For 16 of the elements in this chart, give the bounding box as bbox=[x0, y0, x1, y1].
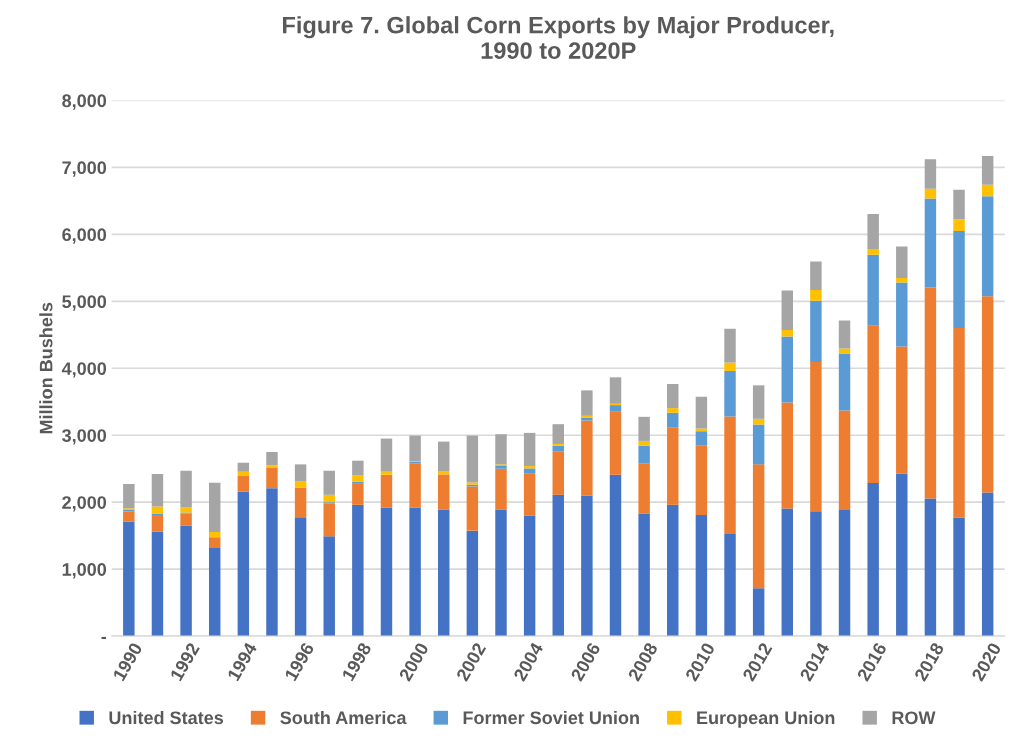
y-tick-label: - bbox=[101, 636, 107, 640]
legend-label: European Union bbox=[697, 710, 835, 728]
legend-label: South America bbox=[280, 710, 407, 725]
legend-label: United States bbox=[109, 710, 224, 725]
y-tick-label: 4,000 bbox=[61, 362, 107, 378]
y-tick-label: 7,000 bbox=[62, 161, 107, 177]
legend-label: Former Soviet Union bbox=[463, 710, 639, 725]
y-axis-title: Million Bushels bbox=[39, 302, 53, 434]
y-tick-label: 1,000 bbox=[62, 563, 107, 579]
chart-title: Figure 7. Global Corn Exports by Major Producer, 1990 to 2020P bbox=[283, 16, 834, 60]
y-tick-label: 5,000 bbox=[62, 295, 107, 311]
y-tick-label: 6,000 bbox=[62, 228, 107, 244]
y-tick-label: 3,000 bbox=[62, 429, 107, 445]
y-tick-label: 2,000 bbox=[62, 496, 107, 512]
legend-label: ROW bbox=[892, 711, 936, 725]
y-tick-label: 8,000 bbox=[62, 94, 107, 110]
